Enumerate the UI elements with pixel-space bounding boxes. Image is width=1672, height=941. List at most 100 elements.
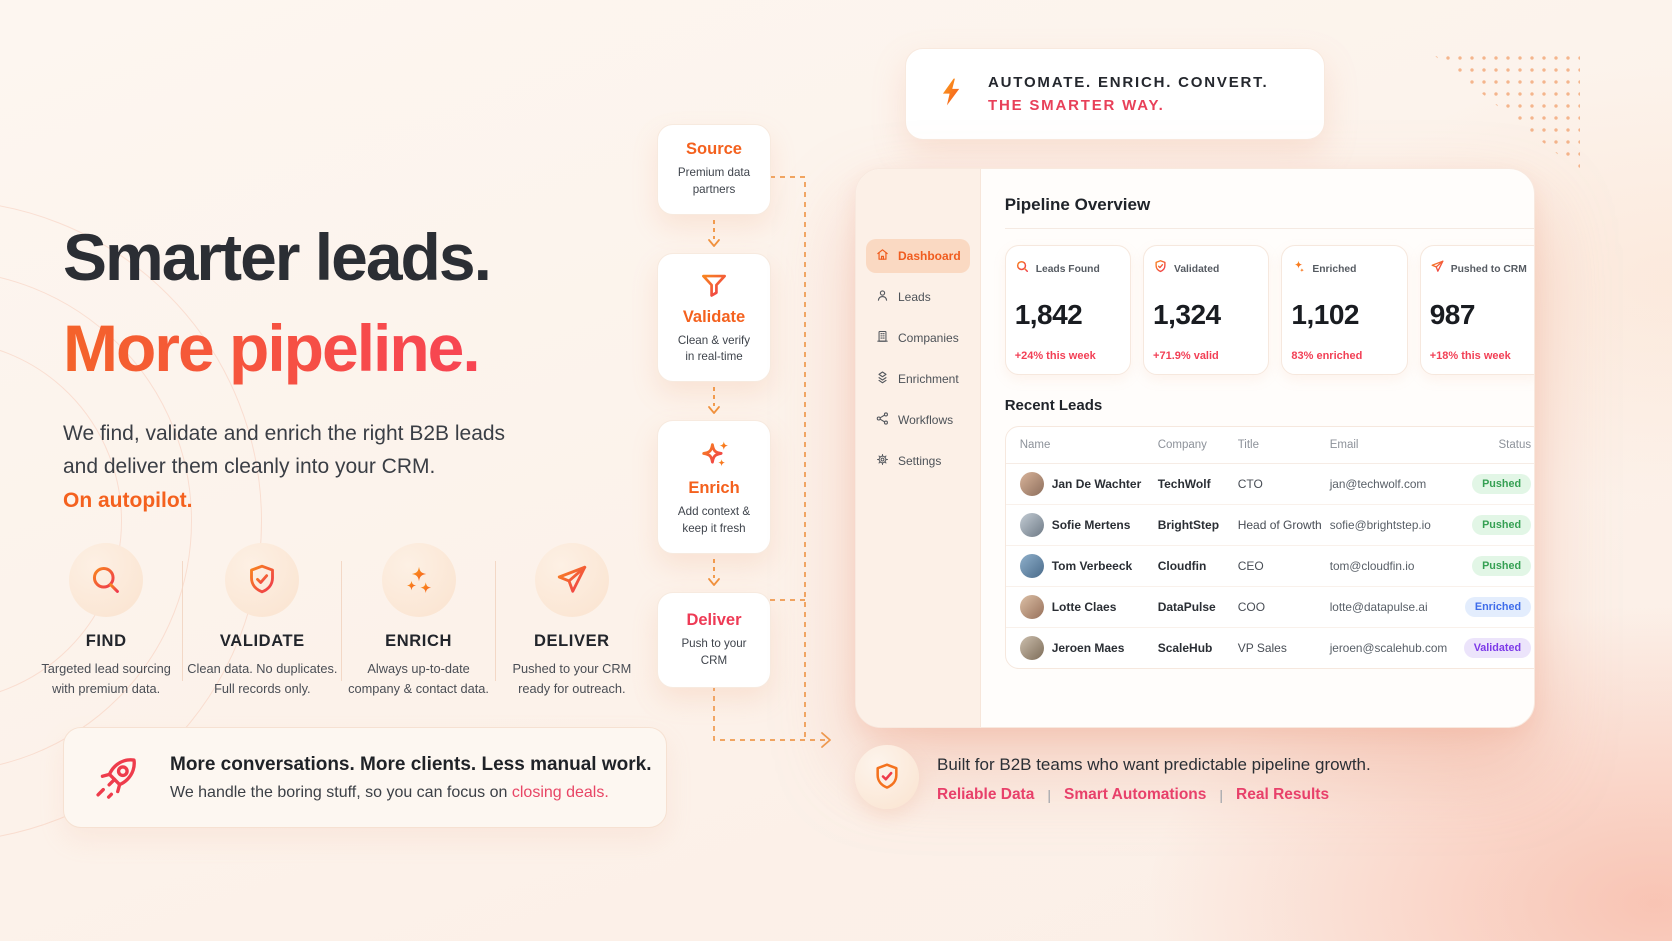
flow-step-validate: Validate Clean & verify in real-time — [657, 252, 771, 383]
feature-label: VALIDATE — [219, 632, 305, 650]
tagline-line1: AUTOMATE. ENRICH. CONVERT. — [988, 74, 1269, 91]
shield-check-icon — [1153, 259, 1168, 279]
lead-email: lotte@datapulse.ai — [1329, 600, 1428, 614]
headline-line2: More pipeline. — [63, 303, 623, 394]
stat-label: Pushed to CRM — [1450, 263, 1527, 275]
feature-divider — [341, 561, 343, 681]
lead-email: tom@cloudfin.io — [1329, 559, 1415, 573]
avatar — [1019, 595, 1044, 619]
lead-company: ScaleHub — [1157, 641, 1213, 655]
lead-title: COO — [1237, 600, 1266, 614]
footer-link-reliable-data[interactable]: Reliable Data — [937, 786, 1035, 803]
sidebar-item-label: Companies — [898, 331, 959, 345]
lead-name: Tom Verbeeck — [1051, 559, 1133, 573]
stat-value: 1,324 — [1153, 298, 1221, 330]
dashboard-sidebar: Dashboard Leads Companies — [856, 169, 981, 727]
table-header: Name Company Title Email Status — [1005, 427, 1534, 464]
table-row[interactable]: Jan De Wachter TechWolf CTO jan@techwolf… — [1005, 464, 1534, 505]
column-header-email: Email — [1329, 439, 1359, 451]
feature-find: FIND Targeted lead sourcing with premium… — [30, 543, 182, 699]
paper-plane-icon — [1430, 259, 1445, 279]
flow-step-desc-line2: keep it fresh — [682, 521, 746, 535]
lead-email: sofie@brightstep.io — [1329, 518, 1431, 532]
lead-name: Sofie Mertens — [1051, 518, 1131, 532]
sidebar-item-dashboard[interactable]: Dashboard — [866, 239, 970, 273]
footer-title: Built for B2B teams who want predictable… — [937, 755, 1371, 774]
feature-deliver: DELIVER Pushed to your CRM ready for out… — [496, 543, 648, 699]
feature-desc-line2: with premium data. — [52, 680, 161, 696]
feature-desc-line2: company & contact data. — [348, 680, 489, 696]
sidebar-item-settings[interactable]: Settings — [866, 444, 970, 478]
lead-company: TechWolf — [1157, 477, 1211, 491]
feature-enrich: ENRICH Always up-to-date company & conta… — [342, 543, 494, 699]
flow-step-source: Source Premium data partners — [657, 124, 771, 215]
home-icon — [875, 247, 890, 265]
sparkles-icon — [381, 543, 456, 617]
dashboard-mockup: Dashboard Leads Companies — [855, 168, 1535, 728]
table-row[interactable]: Lotte Claes DataPulse COO lotte@datapuls… — [1005, 587, 1534, 628]
status-badge: Validated — [1463, 638, 1532, 658]
lead-company: Cloudfin — [1157, 559, 1207, 573]
flow-step-desc-line1: Push to your — [681, 636, 747, 650]
workflow-icon — [875, 411, 890, 429]
layers-icon — [875, 370, 890, 388]
stat-delta: +18% this week — [1429, 350, 1511, 362]
search-icon — [69, 543, 144, 617]
lead-company: DataPulse — [1157, 600, 1216, 614]
subtitle-accent: On autopilot. — [63, 489, 193, 513]
sidebar-item-label: Leads — [898, 290, 931, 304]
column-header-company: Company — [1157, 439, 1207, 451]
feature-divider — [494, 561, 496, 681]
banner-title: More conversations. More clients. Less m… — [170, 753, 652, 775]
pipeline-flow: Source Premium data partners Validate Cl… — [657, 124, 771, 689]
status-badge: Pushed — [1472, 556, 1532, 576]
dashboard-main: Pipeline Overview Leads Found 1,842 +24%… — [981, 169, 1534, 727]
recent-leads-table: Name Company Title Email Status Jan De W… — [1004, 426, 1534, 669]
feature-label: DELIVER — [533, 632, 610, 650]
stat-label: Leads Found — [1035, 263, 1100, 275]
stat-delta: +24% this week — [1014, 350, 1096, 362]
status-badge: Pushed — [1472, 515, 1532, 535]
footer-section: Built for B2B teams who want predictable… — [855, 745, 1371, 809]
column-header-status: Status — [1498, 439, 1532, 451]
subtitle-line1: We find, validate and enrich the right B… — [63, 422, 506, 446]
lightning-icon — [936, 76, 968, 113]
flow-step-deliver: Deliver Push to your CRM — [657, 591, 771, 689]
sidebar-item-companies[interactable]: Companies — [866, 321, 970, 355]
gear-icon — [875, 452, 890, 470]
footer-separator: | — [1219, 787, 1224, 803]
lead-title: CEO — [1237, 559, 1264, 573]
stats-row: Leads Found 1,842 +24% this week Validat… — [1004, 245, 1534, 375]
tagline-line2: THE SMARTER WAY. — [988, 97, 1165, 114]
sidebar-item-label: Settings — [898, 454, 942, 468]
feature-desc-line1: Targeted lead sourcing — [41, 661, 171, 676]
table-row[interactable]: Tom Verbeeck Cloudfin CEO tom@cloudfin.i… — [1005, 546, 1534, 587]
footer-link-real-results[interactable]: Real Results — [1236, 786, 1330, 803]
avatar — [1019, 472, 1044, 496]
stat-card-enriched: Enriched 1,102 83% enriched — [1281, 245, 1408, 375]
flow-step-title: Validate — [682, 307, 746, 326]
stat-label: Validated — [1174, 263, 1220, 275]
recent-leads-title: Recent Leads — [1004, 397, 1103, 414]
table-row[interactable]: Jeroen Maes ScaleHub VP Sales jeroen@sca… — [1006, 628, 1534, 668]
shield-check-icon — [225, 543, 300, 617]
footer-link-smart-automations[interactable]: Smart Automations — [1064, 786, 1207, 803]
sidebar-item-leads[interactable]: Leads — [866, 280, 970, 314]
stat-delta: +71.9% valid — [1153, 350, 1219, 362]
feature-row: FIND Targeted lead sourcing with premium… — [30, 543, 648, 699]
flow-step-desc-line2: in real-time — [685, 350, 743, 364]
person-icon — [875, 288, 890, 306]
banner-line2-text: We handle the boring stuff, so you can f… — [170, 783, 512, 801]
stat-card-leads-found: Leads Found 1,842 +24% this week — [1004, 245, 1132, 375]
sidebar-item-enrichment[interactable]: Enrichment — [866, 362, 970, 396]
search-icon — [1015, 259, 1030, 279]
feature-label: ENRICH — [385, 632, 452, 650]
lead-title: CTO — [1237, 477, 1263, 491]
feature-desc-line1: Clean data. No duplicates. — [187, 661, 338, 676]
sidebar-item-label: Enrichment — [898, 372, 959, 386]
table-row[interactable]: Sofie Mertens BrightStep Head of Growth … — [1005, 505, 1534, 546]
sidebar-item-workflows[interactable]: Workflows — [866, 403, 970, 437]
banner-accent-text: closing deals. — [511, 783, 609, 801]
lead-name: Jeroen Maes — [1051, 641, 1125, 655]
